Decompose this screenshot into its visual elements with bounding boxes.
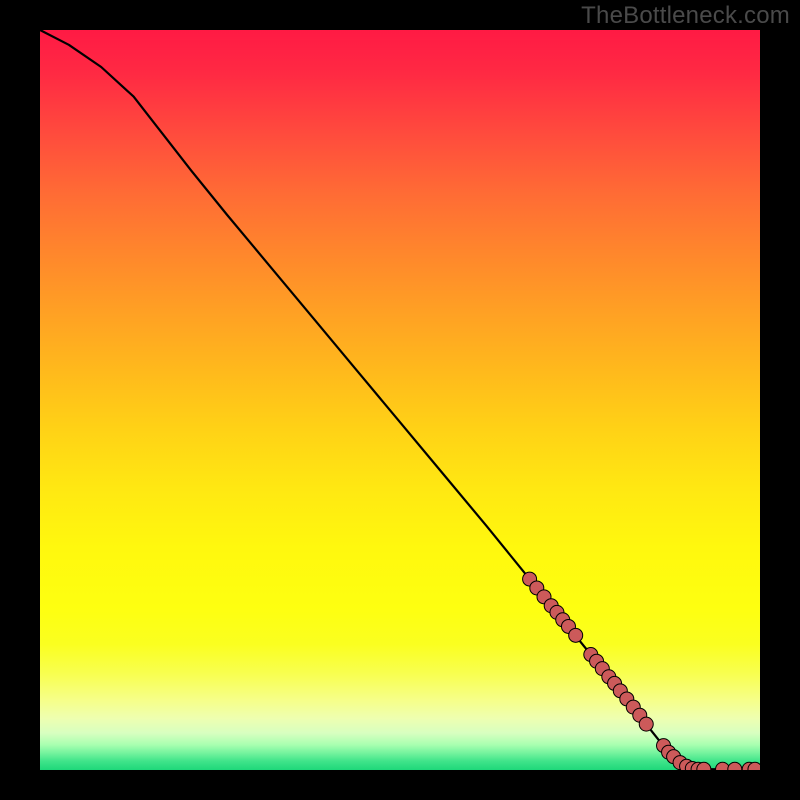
watermark-text: TheBottleneck.com [581, 2, 790, 30]
chart-svg [40, 30, 760, 770]
data-marker [639, 717, 653, 731]
data-marker [569, 628, 583, 642]
plot-area [40, 30, 760, 770]
chart-frame: TheBottleneck.com [0, 0, 800, 800]
gradient-background [40, 30, 760, 770]
